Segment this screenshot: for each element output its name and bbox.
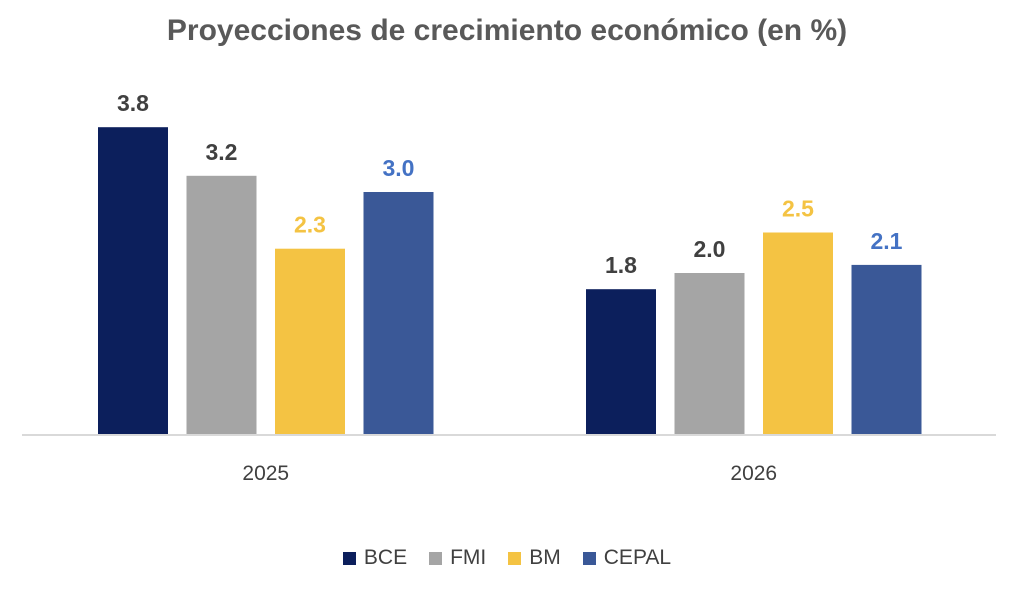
- bar-bm-2026: [763, 232, 833, 435]
- legend-label-cepal: CEPAL: [603, 546, 672, 569]
- bar-fmi-2026: [674, 273, 745, 435]
- legend-swatch-bce: [342, 551, 356, 565]
- data-label-fmi-2026: 2.0: [694, 236, 726, 262]
- x-tick-label-2025: 2025: [242, 462, 289, 485]
- data-label-cepal-2026: 2.1: [871, 228, 903, 254]
- legend-swatch-cepal: [582, 551, 596, 565]
- data-label-cepal-2025: 3.0: [383, 155, 415, 181]
- bar-cepal-2025: [363, 192, 434, 435]
- bar-bm-2025: [275, 248, 345, 435]
- data-label-bce-2026: 1.8: [605, 252, 637, 278]
- data-label-bce-2025: 3.8: [117, 90, 149, 116]
- legend-item-bce: BCE: [342, 546, 408, 570]
- bar-cepal-2026: [851, 264, 922, 435]
- chart-legend: BCE FMI BM CEPAL: [0, 546, 1014, 570]
- legend-item-cepal: CEPAL: [582, 546, 672, 570]
- data-label-bm-2026: 2.5: [782, 196, 814, 222]
- data-label-fmi-2025: 3.2: [206, 139, 238, 165]
- bar-bce-2026: [586, 289, 656, 435]
- legend-item-fmi: FMI: [429, 546, 486, 570]
- legend-label-bm: BM: [529, 546, 561, 569]
- data-label-bm-2025: 2.3: [294, 212, 326, 238]
- bar-bce-2025: [98, 127, 168, 435]
- legend-label-bce: BCE: [363, 546, 408, 569]
- legend-item-bm: BM: [508, 546, 561, 570]
- legend-label-fmi: FMI: [450, 546, 487, 569]
- legend-swatch-bm: [508, 551, 522, 565]
- legend-swatch-fmi: [429, 551, 443, 565]
- bar-fmi-2025: [186, 175, 257, 436]
- chart-title: Proyecciones de crecimiento económico (e…: [166, 14, 848, 47]
- x-tick-label-2026: 2026: [730, 462, 777, 485]
